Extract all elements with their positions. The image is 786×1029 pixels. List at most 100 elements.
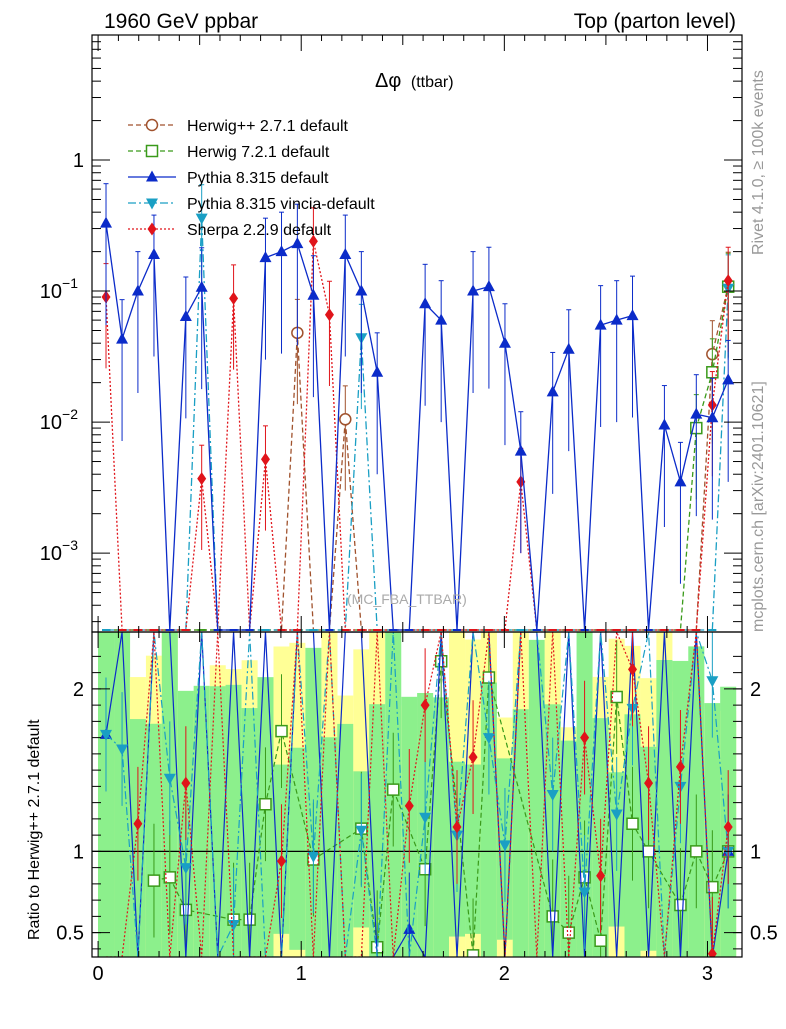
band-inner (369, 704, 386, 957)
ratio-point-pythia-8-315-vincia-default (163, 773, 176, 785)
x-tick-label: 1 (296, 963, 307, 985)
legend-label-sherpa-2-2-9-default: Sherpa 2.2.9 default (187, 222, 332, 239)
ratio-y-tick-label: 2 (73, 679, 84, 701)
ratio-y-tick-label: 1 (73, 841, 84, 863)
band-inner (289, 747, 306, 950)
legend-marker-pythia-8-315-vincia-default (146, 198, 158, 210)
data-point-pythia-8-315-default (594, 318, 607, 330)
series-line-pythia-8-315-default (105, 223, 729, 631)
data-point-herwig-2-7-1-default (339, 413, 352, 426)
ratio-line-sherpa-2-2-9-default (106, 632, 729, 957)
ratio-point-pythia-8-315-vincia-default (706, 676, 719, 688)
ratio-line-pythia-8-315-default (105, 632, 729, 957)
data-point-sherpa-2-2-9-default (723, 274, 733, 288)
legend-label-pythia-8-315-vincia-default: Pythia 8.315 vincia-default (187, 196, 375, 213)
data-point-pythia-8-315-default (419, 297, 432, 309)
mcplots-url-label: mcplots.cern.ch [arXiv:2401.10621] (750, 381, 767, 632)
data-point-pythia-8-315-default (147, 248, 160, 260)
x-tick-label: 0 (93, 963, 104, 985)
ratio-point-herwig-7-2-1-default (562, 926, 575, 939)
ratio-point-sherpa-2-2-9-default (452, 820, 462, 834)
ratio-point-herwig-7-2-1-default (466, 949, 480, 957)
band-inner (97, 632, 115, 957)
ratio-point-pythia-8-315-vincia-default (482, 733, 495, 745)
ratio-point-sherpa-2-2-9-default (644, 776, 654, 790)
legend-label-herwig-7-2-1-default: Herwig 7.2.1 default (187, 144, 330, 161)
data-point-pythia-8-315-default (291, 237, 304, 249)
band-inner (193, 685, 210, 957)
data-point-sherpa-2-2-9-default (229, 291, 239, 305)
data-point-pythia-8-315-default (100, 216, 113, 228)
ratio-y-tick-label-right: 0.5 (750, 923, 778, 945)
ratio-point-pythia-8-315-vincia-default (498, 840, 511, 852)
ratio-y-tick-label: 0.5 (56, 923, 84, 945)
ratio-point-pythia-8-315-vincia-default (307, 851, 320, 863)
analysis-watermark: (MC_FBA_TTBAR) (347, 591, 467, 607)
ratio-point-herwig-7-2-1-default (674, 898, 687, 912)
ratio-point-pythia-8-315-vincia-default (355, 825, 368, 837)
ratio-point-pythia-8-315-vincia-default (227, 920, 240, 931)
data-point-pythia-8-315-default (674, 475, 687, 487)
ratio-point-pythia-8-315-vincia-default (179, 863, 192, 875)
band-inner (321, 737, 338, 957)
data-point-sherpa-2-2-9-default (260, 452, 270, 466)
ratio-series-group (92, 632, 742, 957)
ratio-y-tick-label-right: 1 (750, 841, 761, 863)
data-point-pythia-8-315-default (195, 280, 208, 292)
ratio-y-axis-label: Ratio to Herwig++ 2.7.1 default (26, 719, 43, 940)
ratio-y-tick-label-right: 2 (750, 679, 761, 701)
ratio-point-herwig-7-2-1-default (275, 724, 288, 738)
ratio-point-herwig-7-2-1-default (259, 798, 272, 811)
header-energy-label: 1960 GeV ppbar (104, 10, 258, 33)
ratio-point-herwig-7-2-1-default (243, 913, 256, 926)
legend-marker-herwig-7-2-1-default (145, 144, 159, 158)
legend-label-pythia-8-315-default: Pythia 8.315 default (187, 170, 329, 187)
ratio-point-pythia-8-315-vincia-default (100, 729, 113, 741)
band-inner (209, 686, 226, 957)
y-tick-label: 10−2 (40, 406, 78, 434)
main-series-group (100, 183, 735, 631)
ratio-point-pythia-8-315-vincia-default (419, 812, 432, 824)
plot-title: Δφ (ttbar) (375, 70, 454, 92)
data-point-pythia-8-315-default (435, 313, 448, 325)
data-point-pythia-8-315-default (131, 284, 144, 296)
data-point-pythia-8-315-default (259, 251, 272, 263)
plot-title-sub: (ttbar) (411, 74, 454, 91)
ratio-point-sherpa-2-2-9-default (628, 662, 638, 676)
ratio-point-sherpa-2-2-9-default (133, 817, 143, 831)
data-point-pythia-8-315-default (371, 365, 384, 377)
ratio-point-pythia-8-315-default (403, 922, 416, 934)
ratio-point-sherpa-2-2-9-default (675, 760, 685, 774)
legend-marker-sherpa-2-2-9-default (147, 222, 157, 236)
data-point-pythia-8-315-default (275, 245, 288, 257)
ratio-point-sherpa-2-2-9-default (420, 698, 430, 712)
data-point-pythia-8-315-default (355, 284, 368, 296)
data-point-sherpa-2-2-9-default (308, 234, 318, 248)
series-line-sherpa-2-2-9-default (105, 241, 729, 631)
data-point-pythia-8-315-default (626, 309, 639, 321)
legend-marker-pythia-8-315-default (146, 170, 158, 182)
data-point-pythia-8-315-default (514, 444, 527, 456)
plot-title-main: Δφ (375, 70, 401, 92)
band-inner (512, 709, 529, 957)
data-point-pythia-8-315-default (116, 332, 129, 344)
y-tick-label: 10−1 (40, 275, 78, 303)
ratio-point-herwig-7-2-1-default (642, 845, 655, 858)
data-point-pythia-8-315-default (722, 373, 735, 385)
ratio-point-pythia-8-315-vincia-default (546, 790, 559, 801)
data-point-pythia-8-315-default (562, 342, 575, 354)
y-tick-base: 10 (40, 543, 62, 565)
data-point-pythia-8-315-default (482, 280, 495, 292)
data-point-pythia-8-315-default (546, 385, 559, 397)
ratio-point-herwig-7-2-1-default (546, 910, 559, 923)
y-tick-base: 10 (40, 281, 62, 303)
ratio-plot-frame (91, 631, 743, 958)
y-tick-exp: −3 (62, 537, 78, 553)
ratio-point-sherpa-2-2-9-default (596, 869, 606, 883)
ratio-axis-ticks: 0.5 0.5 1 1 2 2 0 1 2 3 (56, 632, 778, 985)
legend-marker-herwig-2-7-1-default (145, 118, 159, 132)
ratio-point-pythia-8-315-vincia-default (610, 809, 623, 821)
ratio-point-sherpa-2-2-9-default (468, 750, 478, 764)
